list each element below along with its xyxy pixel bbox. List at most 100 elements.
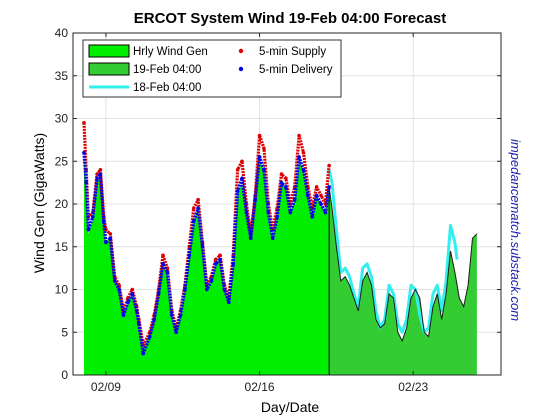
delivery-point (288, 210, 293, 215)
delivery-point (117, 287, 121, 292)
delivery-point (161, 262, 165, 266)
delivery-point (262, 168, 266, 172)
x-tick-label: 02/16 (245, 380, 275, 394)
delivery-point (134, 309, 139, 313)
delivery-point (306, 193, 310, 198)
delivery-point (292, 197, 297, 202)
delivery-point (270, 236, 275, 240)
delivery-point (90, 215, 95, 219)
delivery-point (108, 236, 113, 240)
delivery-point (148, 334, 152, 339)
delivery-point (84, 180, 88, 185)
delivery-point (231, 262, 236, 266)
forecast-area (329, 186, 477, 375)
supply-point (284, 176, 288, 181)
y-tick-label: 30 (55, 112, 69, 126)
delivery-point (121, 313, 126, 317)
supply-point (327, 163, 331, 168)
delivery-point (183, 287, 187, 292)
legend-label: 18-Feb 04:00 (133, 82, 201, 94)
delivery-point (165, 270, 170, 275)
x-axis-label: Day/Date (261, 399, 320, 415)
supply-point (240, 159, 244, 164)
delivery-point (187, 253, 192, 258)
x-tick-label: 02/23 (398, 380, 428, 394)
supply-point (314, 185, 319, 189)
delivery-point (266, 210, 271, 215)
y-axis-label: Wind Gen (GigaWatts) (31, 133, 47, 273)
delivery-point (323, 210, 328, 215)
legend-swatch (88, 62, 130, 76)
delivery-point (248, 236, 253, 240)
delivery-point (244, 210, 249, 215)
delivery-point (297, 155, 301, 159)
delivery-point (112, 279, 117, 283)
supply-point (297, 133, 301, 138)
delivery-point (178, 313, 183, 317)
delivery-point (169, 313, 174, 317)
delivery-point (95, 176, 99, 181)
delivery-point (86, 227, 91, 232)
legend-swatch (88, 44, 130, 58)
y-tick-label: 25 (55, 154, 69, 168)
legend-label: 5-min Supply (259, 46, 326, 58)
supply-point (279, 172, 284, 176)
y-tick-label: 40 (55, 26, 69, 40)
delivery-point (275, 215, 279, 219)
delivery-point (240, 176, 244, 181)
delivery-point (257, 155, 262, 159)
delivery-point (82, 150, 86, 155)
delivery-point (284, 185, 288, 189)
legend-label: 5-min Delivery (259, 64, 333, 76)
delivery-point (301, 168, 306, 172)
delivery-point (174, 330, 178, 335)
y-tick-label: 0 (61, 368, 68, 382)
delivery-point (205, 287, 209, 292)
delivery-point (200, 244, 205, 249)
delivery-point (213, 262, 218, 266)
delivery-point (101, 219, 106, 223)
supply-point (191, 206, 196, 211)
supply-point (262, 146, 266, 151)
legend-label: Hrly Wind Gen (133, 46, 208, 58)
legend-dot (238, 48, 244, 54)
delivery-point (191, 219, 196, 223)
forecast-outline (328, 186, 478, 343)
delivery-point (137, 321, 141, 326)
y-tick-label: 10 (55, 283, 69, 297)
delivery-point (209, 279, 214, 283)
supply-point (82, 120, 86, 125)
supply-point (213, 257, 218, 262)
supply-point (108, 232, 113, 236)
delivery-point (130, 291, 135, 296)
legend-dot (238, 66, 244, 72)
y-tick-label: 35 (55, 69, 69, 83)
supply-point (301, 150, 306, 155)
side-watermark-label: impedancematch.substack.com (508, 139, 523, 321)
supply-point (161, 253, 165, 258)
delivery-point (310, 215, 315, 219)
chart-title: ERCOT System Wind 19-Feb 04:00 Forecast (134, 10, 446, 27)
prev-forecast-line (327, 169, 459, 334)
supply-point (218, 253, 222, 258)
y-tick-label: 5 (61, 325, 68, 339)
supply-point (235, 168, 240, 172)
delivery-point (156, 291, 161, 296)
supply-point (98, 168, 103, 172)
y-tick-label: 15 (55, 240, 69, 254)
delivery-point (104, 240, 108, 245)
delivery-point (222, 287, 227, 292)
delivery-point (126, 300, 130, 305)
delivery-point (227, 300, 231, 305)
x-tick-label: 02/09 (91, 380, 121, 394)
delivery-point (152, 317, 157, 322)
supply-point (319, 193, 323, 198)
delivery-point (253, 197, 257, 202)
y-tick-label: 20 (55, 197, 69, 211)
delivery-point (218, 257, 222, 262)
legend-label: 19-Feb 04:00 (133, 64, 201, 76)
delivery-point (98, 172, 103, 176)
delivery-point (235, 189, 240, 193)
delivery-point (279, 180, 284, 185)
